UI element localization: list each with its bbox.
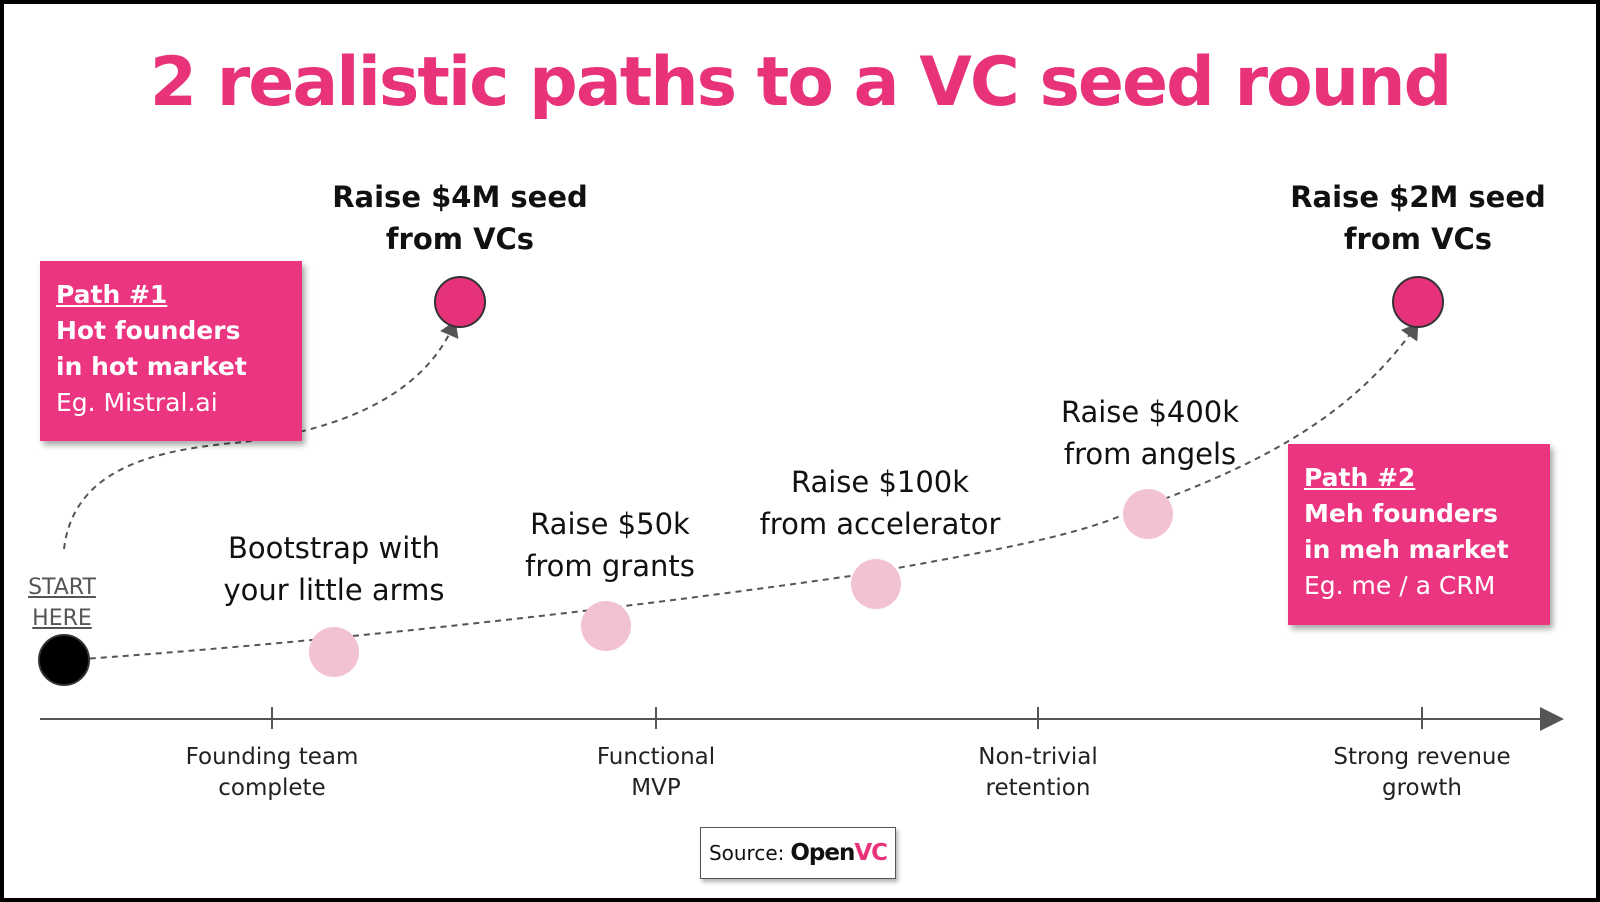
path2-line2: in meh market <box>1304 535 1509 564</box>
path1-curve <box>63 320 459 550</box>
start-line1: START <box>28 575 96 600</box>
angels-label: Raise $400k from angels <box>1000 391 1300 475</box>
grants-label: Raise $50k from grants <box>460 503 760 587</box>
seed-2m-label: Raise $2M seed from VCs <box>1268 176 1568 260</box>
start-label: START HERE <box>26 572 98 634</box>
path1-example: Eg. Mistral.ai <box>56 388 218 417</box>
source-prefix: Source: <box>708 841 785 865</box>
accelerator-label: Raise $100k from accelerator <box>710 461 1050 545</box>
grants-line2: from grants <box>525 549 695 583</box>
path1-line2: in hot market <box>56 352 247 381</box>
seed-4m-node <box>434 276 486 328</box>
seed-2m-line2: from VCs <box>1343 222 1493 256</box>
source-box: Source: OpenVC <box>700 827 896 879</box>
accelerator-line1: Raise $100k <box>790 465 970 499</box>
seed-2m-node <box>1392 276 1444 328</box>
path1-line1: Hot founders <box>56 316 241 345</box>
start-node <box>38 634 90 686</box>
bootstrap-line1: Bootstrap with <box>227 531 441 565</box>
stage-functional-mvp: Functional MVP <box>536 742 776 804</box>
path2-curve <box>67 322 1419 661</box>
stage-line1: Non-trivial <box>978 744 1098 770</box>
angels-line2: from angels <box>1063 437 1237 471</box>
slide: 2 realistic paths to a VC seed round <box>4 4 1596 898</box>
slide-title: 2 realistic paths to a VC seed round <box>149 43 1453 122</box>
openvc-logo: OpenVC <box>790 840 888 866</box>
logo-open: Open <box>790 840 855 866</box>
stage-line1: Functional <box>596 744 716 770</box>
stage-line1: Founding team <box>185 744 359 770</box>
seed-2m-line1: Raise $2M seed <box>1290 180 1546 214</box>
seed-4m-line2: from VCs <box>385 222 535 256</box>
grants-line1: Raise $50k <box>530 507 690 541</box>
stage-line2: complete <box>218 775 326 801</box>
accelerator-node <box>851 559 901 609</box>
stage-line2: retention <box>985 775 1091 801</box>
stage-founding-team: Founding team complete <box>152 742 392 804</box>
path2-heading: Path #2 <box>1304 463 1416 492</box>
path2-example: Eg. me / a CRM <box>1304 571 1496 600</box>
seed-4m-label: Raise $4M seed from VCs <box>310 176 610 260</box>
seed-4m-line1: Raise $4M seed <box>332 180 588 214</box>
stage-line2: growth <box>1381 775 1463 801</box>
path1-heading: Path #1 <box>56 280 168 309</box>
bootstrap-line2: your little arms <box>223 573 445 607</box>
angels-line1: Raise $400k <box>1060 395 1240 429</box>
bootstrap-label: Bootstrap with your little arms <box>184 527 484 611</box>
stage-line2: MVP <box>631 775 681 801</box>
stage-line1: Strong revenue <box>1333 744 1511 770</box>
roadmap-diagram <box>38 276 1564 731</box>
path2-box: Path #2 Meh founders in meh market Eg. m… <box>1288 444 1550 625</box>
path2-line1: Meh founders <box>1304 499 1499 528</box>
path1-box: Path #1 Hot founders in hot market Eg. M… <box>40 261 302 441</box>
grants-node <box>581 601 631 651</box>
logo-vc: VC <box>854 840 888 866</box>
stage-revenue-growth: Strong revenue growth <box>1302 742 1542 804</box>
start-line2: HERE <box>32 606 92 631</box>
accelerator-line2: from accelerator <box>759 507 1001 541</box>
bootstrap-node <box>309 627 359 677</box>
angels-node <box>1123 489 1173 539</box>
stage-retention: Non-trivial retention <box>918 742 1158 804</box>
